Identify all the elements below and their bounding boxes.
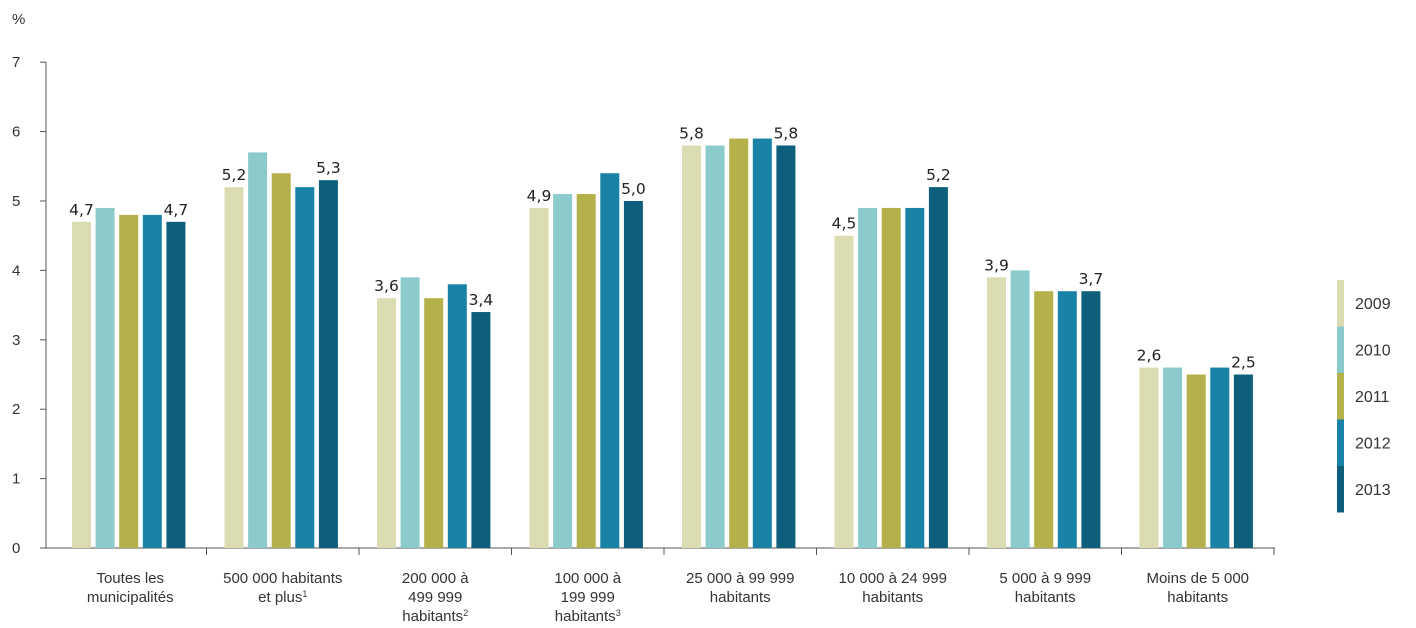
bar-2009 xyxy=(529,207,549,548)
bar-2012 xyxy=(142,214,162,548)
x-category-label: Moins de 5 000 xyxy=(1146,570,1249,587)
legend-swatch xyxy=(1337,419,1344,466)
x-category-label: habitants xyxy=(1015,589,1076,606)
y-tick-label: 5 xyxy=(12,193,20,210)
y-axis-label: % xyxy=(12,11,25,28)
bar-2011 xyxy=(881,207,901,548)
data-label: 5,8 xyxy=(774,124,799,142)
bar-2009 xyxy=(682,145,701,549)
data-label: 2,5 xyxy=(1231,354,1256,372)
y-tick-label: 7 xyxy=(12,54,20,71)
y-tick-label: 6 xyxy=(12,124,20,141)
bar-2010 xyxy=(1010,270,1030,548)
x-category-label: habitants xyxy=(710,589,771,606)
x-category-label: 100 000 à xyxy=(554,570,621,587)
legend-swatch xyxy=(1337,326,1344,373)
data-label: 4,5 xyxy=(832,215,857,233)
bar-2009 xyxy=(224,187,244,548)
bar-2011 xyxy=(576,194,596,548)
bar-2009 xyxy=(377,298,396,548)
data-label: 2,6 xyxy=(1137,347,1162,365)
data-label: 4,7 xyxy=(164,201,189,219)
bar-2010 xyxy=(705,145,725,549)
bar-2013 xyxy=(318,180,338,548)
bar-2013 xyxy=(776,145,796,549)
data-label: 3,7 xyxy=(1079,270,1104,288)
x-category-label: habitants xyxy=(862,589,923,606)
data-label: 5,2 xyxy=(222,166,247,184)
data-label: 5,2 xyxy=(926,166,951,184)
legend-swatch xyxy=(1337,280,1344,327)
data-label: 5,3 xyxy=(316,159,341,177)
bar-2009 xyxy=(987,277,1006,548)
x-category-label: 500 000 habitants xyxy=(223,570,342,587)
legend: 2009 2010 2011 2012 2013 xyxy=(1337,280,1391,513)
bar-2012 xyxy=(752,138,772,549)
data-labels: 4,7 5,2 3,6 4,9 5,8 4,5 3,9 2,6 4,7 5,3 3,4 5,0 5,8 5… xyxy=(69,124,1256,371)
data-label: 3,6 xyxy=(374,277,399,295)
legend-label: 2010 xyxy=(1355,343,1391,360)
bar-2013 xyxy=(928,187,948,548)
bar-2012 xyxy=(447,284,467,548)
x-category-label: 5 000 à 9 999 xyxy=(999,570,1091,587)
bar-2011 xyxy=(1186,374,1206,548)
legend-label: 2011 xyxy=(1355,389,1390,406)
legend-label: 2013 xyxy=(1355,482,1391,499)
y-tick-label: 0 xyxy=(12,540,20,557)
y-tick-label: 3 xyxy=(12,332,20,349)
x-category-label: 10 000 à 24 999 xyxy=(839,570,947,587)
data-label: 5,8 xyxy=(679,124,704,142)
data-label: 5,0 xyxy=(621,180,646,198)
bar-2012 xyxy=(905,207,925,548)
x-category-label: 499 999 xyxy=(408,589,462,606)
bar-2013 xyxy=(623,201,643,548)
bar-2011 xyxy=(1034,291,1054,548)
x-category-label: habitants3 xyxy=(555,608,621,625)
y-tick-label: 2 xyxy=(12,401,20,418)
bar-2011 xyxy=(119,214,139,548)
x-category-label: 200 000 à xyxy=(402,570,469,587)
bar-2010 xyxy=(248,152,268,549)
bar-2013 xyxy=(471,312,491,548)
bar-2013 xyxy=(166,221,186,548)
bar-2013 xyxy=(1233,374,1253,548)
x-category-label: 199 999 xyxy=(561,589,615,606)
bar-2011 xyxy=(729,138,749,549)
bar-2013 xyxy=(1081,291,1101,548)
x-axis: Toutes les municipalités 500 000 habitants… xyxy=(46,547,1275,625)
y-tick-label: 4 xyxy=(12,262,20,279)
x-category-label: et plus1 xyxy=(258,589,307,606)
legend-label: 2009 xyxy=(1355,296,1391,313)
data-label: 3,4 xyxy=(469,291,494,309)
y-axis: 0 1 2 3 4 5 6 7 xyxy=(12,54,47,557)
x-category-label: habitants xyxy=(1167,589,1228,606)
data-label: 4,7 xyxy=(69,201,94,219)
bar-2009 xyxy=(1139,367,1159,548)
bar-2012 xyxy=(1210,367,1230,548)
bar-2010 xyxy=(858,207,878,548)
bar-2009 xyxy=(834,235,854,548)
bar-2012 xyxy=(295,187,315,548)
data-label: 3,9 xyxy=(984,256,1009,274)
y-tick-label: 1 xyxy=(12,471,20,488)
legend-swatch xyxy=(1337,466,1344,513)
bar-2010 xyxy=(553,194,573,548)
data-label: 4,9 xyxy=(527,187,552,205)
bar-2012 xyxy=(600,173,620,549)
x-category-label: municipalités xyxy=(87,589,174,606)
bar-2010 xyxy=(95,207,115,548)
x-category-label: 25 000 à 99 999 xyxy=(686,570,794,587)
legend-swatch xyxy=(1337,373,1344,420)
bar-2012 xyxy=(1057,291,1077,548)
bar-2009 xyxy=(72,221,91,548)
bars xyxy=(72,138,1253,549)
x-category-label: Toutes les xyxy=(96,570,164,587)
legend-label: 2012 xyxy=(1355,436,1391,453)
x-category-label: habitants2 xyxy=(402,608,468,625)
bar-2011 xyxy=(271,173,291,549)
bar-2010 xyxy=(1163,367,1183,548)
bar-2010 xyxy=(400,277,420,548)
bar-2011 xyxy=(424,298,444,548)
